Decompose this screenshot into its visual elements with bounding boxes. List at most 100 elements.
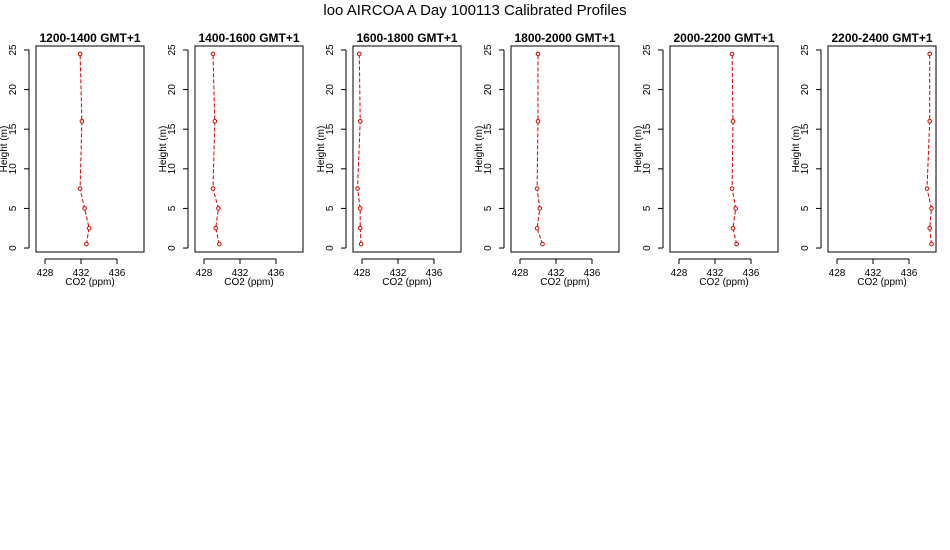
data-point bbox=[929, 206, 934, 211]
data-point bbox=[357, 119, 363, 124]
data-point bbox=[212, 119, 218, 124]
data-point bbox=[216, 206, 221, 211]
data-point bbox=[535, 51, 541, 57]
x-tick-label: 428 bbox=[196, 268, 213, 279]
y-tick-label: 15 bbox=[167, 123, 178, 135]
chart-title: 1200-1400 GMT+1 bbox=[39, 31, 140, 45]
y-tick-label: 5 bbox=[167, 205, 178, 211]
profile-line bbox=[536, 53, 543, 245]
x-axis-label: CO2 (ppm) bbox=[699, 277, 748, 288]
data-point bbox=[729, 186, 735, 191]
profile-line bbox=[731, 53, 738, 245]
y-tick-label: 15 bbox=[483, 123, 494, 135]
data-point bbox=[730, 119, 736, 124]
profile-line bbox=[356, 53, 362, 245]
data-point bbox=[357, 206, 363, 211]
y-tick-label: 25 bbox=[642, 44, 653, 56]
data-point bbox=[358, 241, 364, 247]
y-tick-label: 10 bbox=[483, 163, 494, 175]
x-tick-label: 436 bbox=[426, 268, 443, 279]
x-axis-label: CO2 (ppm) bbox=[224, 277, 273, 288]
y-tick-label: 10 bbox=[800, 163, 811, 175]
x-tick-label: 428 bbox=[829, 268, 846, 279]
page-title: loo AIRCOA A Day 100113 Calibrated Profi… bbox=[323, 2, 627, 19]
plot-frame bbox=[35, 45, 145, 253]
y-tick-label: 0 bbox=[8, 245, 19, 251]
y-tick-label: 0 bbox=[167, 245, 178, 251]
x-tick-label: 432 bbox=[548, 268, 565, 279]
data-point bbox=[929, 241, 934, 247]
y-tick-label: 5 bbox=[483, 205, 494, 211]
y-axis-label: Height (m) bbox=[0, 126, 10, 173]
y-tick-label: 25 bbox=[800, 44, 811, 56]
data-point bbox=[730, 225, 736, 231]
plot-frame bbox=[669, 45, 779, 253]
data-point bbox=[355, 186, 360, 191]
profile-line bbox=[212, 53, 220, 245]
x-tick-label: 436 bbox=[901, 268, 918, 279]
chart-title: 1600-1800 GMT+1 bbox=[356, 31, 457, 45]
data-point bbox=[729, 51, 735, 57]
data-point bbox=[77, 186, 83, 191]
x-tick-label: 436 bbox=[743, 268, 760, 279]
y-tick-label: 5 bbox=[642, 205, 653, 211]
chart-title: 1800-2000 GMT+1 bbox=[514, 31, 615, 45]
data-point bbox=[77, 51, 83, 57]
x-tick-label: 432 bbox=[707, 268, 724, 279]
y-tick-label: 15 bbox=[325, 123, 336, 135]
y-tick-label: 20 bbox=[167, 84, 178, 96]
y-axis-label: Height (m) bbox=[316, 126, 327, 173]
y-axis-label: Height (m) bbox=[791, 126, 802, 173]
x-tick-label: 428 bbox=[671, 268, 688, 279]
data-point bbox=[79, 119, 85, 124]
data-point bbox=[210, 51, 216, 57]
data-point bbox=[734, 241, 739, 247]
y-axis-label: Height (m) bbox=[474, 126, 485, 173]
x-tick-label: 428 bbox=[512, 268, 529, 279]
plot-frame bbox=[510, 45, 620, 253]
y-tick-label: 25 bbox=[325, 44, 336, 56]
data-point bbox=[924, 186, 930, 191]
y-tick-label: 25 bbox=[8, 44, 19, 56]
data-point bbox=[357, 225, 363, 231]
y-tick-label: 0 bbox=[483, 245, 494, 251]
y-tick-label: 25 bbox=[167, 44, 178, 56]
y-tick-label: 5 bbox=[8, 205, 19, 211]
plot-frame bbox=[194, 45, 304, 253]
data-point bbox=[86, 225, 92, 231]
x-tick-label: 432 bbox=[232, 268, 249, 279]
data-point bbox=[213, 225, 218, 231]
y-tick-label: 20 bbox=[642, 84, 653, 96]
y-tick-label: 15 bbox=[642, 123, 653, 135]
x-axis-label: CO2 (ppm) bbox=[382, 277, 431, 288]
profile-line bbox=[79, 53, 90, 245]
data-point bbox=[217, 241, 222, 247]
y-tick-label: 0 bbox=[325, 245, 336, 251]
y-tick-label: 10 bbox=[325, 163, 336, 175]
data-point bbox=[733, 206, 739, 211]
data-point bbox=[927, 119, 933, 124]
profile-line bbox=[926, 53, 933, 245]
plot-frame bbox=[352, 45, 462, 253]
chart-title: 2000-2200 GMT+1 bbox=[673, 31, 774, 45]
y-axis-label: Height (m) bbox=[633, 126, 644, 173]
plot-frame bbox=[827, 45, 937, 253]
data-point bbox=[540, 241, 545, 247]
chart-title: 2200-2400 GMT+1 bbox=[831, 31, 932, 45]
x-axis-label: CO2 (ppm) bbox=[65, 277, 114, 288]
data-point bbox=[537, 206, 543, 211]
x-axis-label: CO2 (ppm) bbox=[857, 277, 906, 288]
x-tick-label: 428 bbox=[37, 268, 54, 279]
data-point bbox=[535, 119, 541, 124]
x-tick-label: 436 bbox=[109, 268, 126, 279]
data-point bbox=[927, 51, 933, 57]
y-axis-label: Height (m) bbox=[158, 126, 169, 173]
y-tick-label: 0 bbox=[642, 245, 653, 251]
x-tick-label: 432 bbox=[73, 268, 90, 279]
